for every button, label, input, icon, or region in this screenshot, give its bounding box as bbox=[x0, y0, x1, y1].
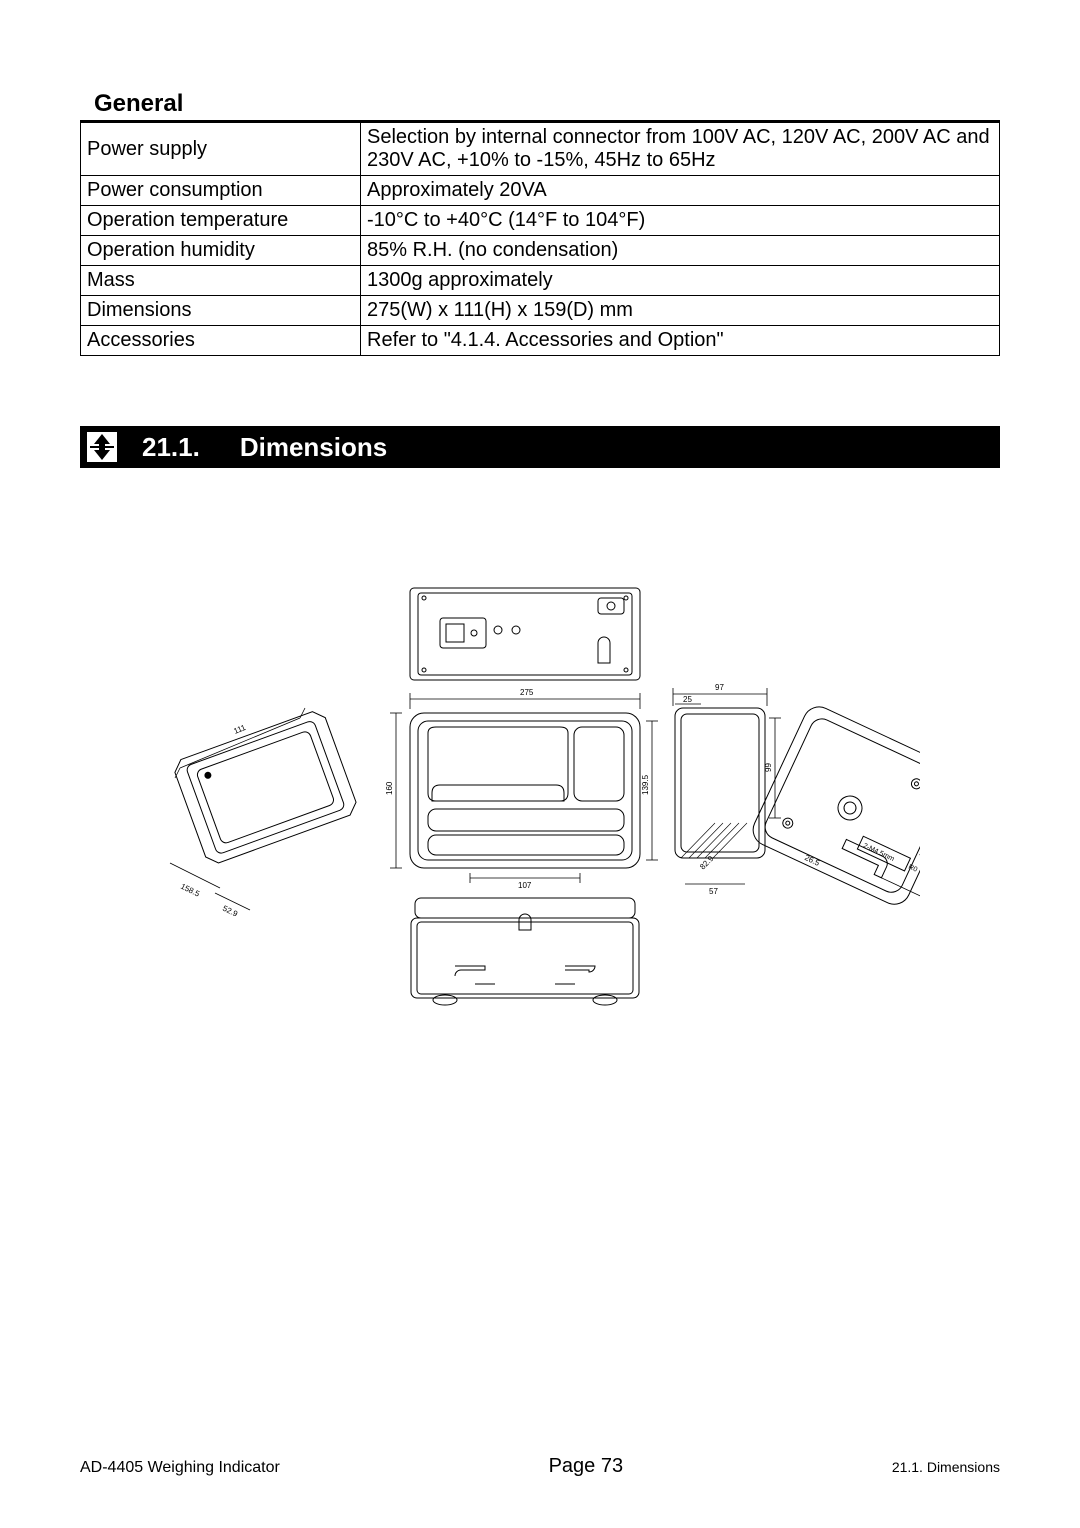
spec-label: Mass bbox=[81, 266, 361, 296]
dim-label: 275 bbox=[520, 688, 534, 697]
spec-label: Accessories bbox=[81, 326, 361, 356]
spec-label: Power consumption bbox=[81, 176, 361, 206]
footer-left: AD-4405 Weighing Indicator bbox=[80, 1459, 280, 1477]
dim-label: 82.9 bbox=[698, 854, 716, 872]
table-row: Operation temperature -10°C to +40°C (14… bbox=[81, 206, 1000, 236]
banner-title: Dimensions bbox=[240, 432, 387, 463]
dim-label: 25 bbox=[683, 695, 692, 704]
table-row: Operation humidity 85% R.H. (no condensa… bbox=[81, 236, 1000, 266]
spec-value: 1300g approximately bbox=[361, 266, 1000, 296]
dim-label: 139.5 bbox=[641, 774, 650, 795]
section-banner-dimensions: 21.1. Dimensions bbox=[80, 426, 1000, 468]
banner-number: 21.1. bbox=[142, 432, 200, 463]
dim-label: 115 bbox=[917, 851, 920, 867]
spec-value: 275(W) x 111(H) x 159(D) mm bbox=[361, 296, 1000, 326]
banner-arrow-icon bbox=[82, 427, 122, 467]
table-row: Dimensions 275(W) x 111(H) x 159(D) mm bbox=[81, 296, 1000, 326]
dim-label: 107 bbox=[518, 881, 532, 890]
dim-label: 26.5 bbox=[803, 853, 821, 868]
spec-value: Selection by internal connector from 100… bbox=[361, 123, 1000, 176]
spec-value: -10°C to +40°C (14°F to 104°F) bbox=[361, 206, 1000, 236]
dim-label: 57 bbox=[709, 887, 718, 896]
dim-label: 160 bbox=[385, 781, 394, 795]
footer-center: Page 73 bbox=[549, 1455, 624, 1478]
spec-label: Power supply bbox=[81, 123, 361, 176]
dim-label: 111 bbox=[232, 723, 247, 736]
dimensions-diagram: 111 158.5 52.9 bbox=[80, 578, 1000, 1038]
spec-table: Power supply Selection by internal conne… bbox=[80, 122, 1000, 356]
table-row: Power consumption Approximately 20VA bbox=[81, 176, 1000, 206]
table-row: Power supply Selection by internal conne… bbox=[81, 123, 1000, 176]
spec-label: Operation humidity bbox=[81, 236, 361, 266]
footer-right: 21.1. Dimensions bbox=[892, 1459, 1000, 1475]
spec-value: Approximately 20VA bbox=[361, 176, 1000, 206]
section-title-general: General bbox=[80, 90, 1000, 122]
spec-value: 85% R.H. (no condensation) bbox=[361, 236, 1000, 266]
spec-label: Operation temperature bbox=[81, 206, 361, 236]
dim-label: 99 bbox=[764, 763, 773, 772]
spec-label: Dimensions bbox=[81, 296, 361, 326]
dim-label: 158.5 bbox=[179, 882, 201, 899]
spec-value: Refer to "4.1.4. Accessories and Option" bbox=[361, 326, 1000, 356]
table-row: Accessories Refer to "4.1.4. Accessories… bbox=[81, 326, 1000, 356]
table-row: Mass 1300g approximately bbox=[81, 266, 1000, 296]
page-footer: AD-4405 Weighing Indicator Page 73 21.1.… bbox=[80, 1455, 1000, 1478]
dim-label: 52.9 bbox=[221, 904, 239, 919]
dim-label: 97 bbox=[715, 683, 724, 692]
